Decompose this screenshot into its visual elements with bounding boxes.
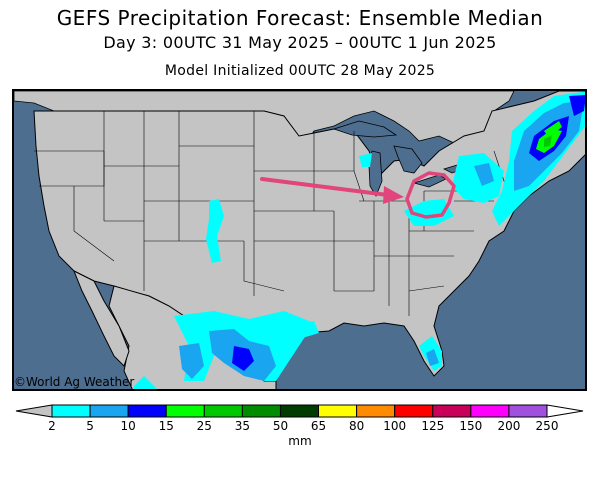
baja-peninsula — [73, 269, 130, 367]
model-init-time: Model Initialized 00UTC 28 May 2025 — [164, 63, 436, 79]
legend-tick-label: 50 — [272, 419, 289, 433]
legend-bar — [15, 404, 584, 418]
legend-under-arrow — [15, 404, 53, 418]
forecast-period: Day 3: 00UTC 31 May 2025 – 00UTC 1 Jun 2… — [103, 33, 497, 52]
legend-unit: mm — [288, 434, 312, 448]
legend-swatch — [432, 404, 472, 418]
highlight-arrow — [260, 177, 404, 204]
precip-25mm — [544, 135, 552, 147]
credit-label: ©World Ag Weather — [14, 375, 135, 389]
legend-swatch — [470, 404, 510, 418]
legend-swatch — [89, 404, 129, 418]
legend-tick-label: 35 — [234, 419, 251, 433]
legend-tick-label: 200 — [497, 419, 521, 433]
legend-tick-label: 65 — [310, 419, 327, 433]
legend-swatch — [279, 404, 320, 418]
legend-swatch — [165, 404, 205, 418]
legend-swatch — [356, 404, 396, 418]
lake-superior — [332, 120, 398, 138]
highlight-outline — [405, 171, 456, 219]
legend-tick-label: 150 — [459, 419, 483, 433]
legend-swatch — [51, 404, 91, 418]
legend-swatch — [241, 404, 281, 418]
legend-swatch — [394, 404, 434, 418]
legend-swatch — [203, 404, 243, 418]
precipitation-map: ©World Ag Weather — [12, 89, 587, 391]
legend-tick-label: 5 — [86, 419, 94, 433]
map-title: GEFS Precipitation Forecast: Ensemble Me… — [56, 6, 544, 30]
legend-swatch — [508, 404, 548, 418]
legend-tick-label: 100 — [383, 419, 407, 433]
legend-tick-label: 10 — [120, 419, 136, 433]
legend-tick-label: 250 — [535, 419, 559, 433]
legend-tick-label: 125 — [421, 419, 445, 433]
lake-huron — [393, 145, 423, 174]
legend-tick-label: 2 — [48, 419, 56, 433]
legend-tick-label: 15 — [158, 419, 174, 433]
map-canvas — [14, 91, 585, 389]
color-legend — [0, 400, 600, 460]
legend-tick-label: 80 — [348, 419, 365, 433]
legend-swatch — [318, 404, 358, 418]
legend-over-arrow — [546, 404, 584, 418]
legend-swatch — [127, 404, 167, 418]
legend-tick-label: 25 — [196, 419, 212, 433]
